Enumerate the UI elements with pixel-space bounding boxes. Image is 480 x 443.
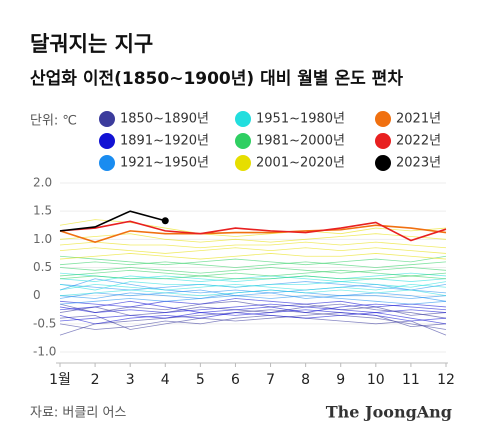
series-line bbox=[59, 295, 447, 305]
series-line bbox=[59, 275, 447, 280]
series-line bbox=[59, 241, 447, 249]
series-line bbox=[59, 312, 447, 325]
unit-label: 단위: ℃ bbox=[30, 114, 77, 129]
series-line bbox=[59, 300, 447, 313]
x-tick-label: 12 bbox=[437, 372, 455, 388]
end-marker bbox=[161, 217, 169, 225]
series-line bbox=[59, 303, 447, 319]
series-line bbox=[59, 220, 447, 242]
y-tick-label: 1.0 bbox=[33, 232, 52, 246]
legend-label: 2021년 bbox=[396, 112, 441, 127]
series-line bbox=[59, 289, 447, 299]
series-line bbox=[59, 303, 447, 313]
legend-label: 2022년 bbox=[396, 134, 441, 149]
legend-swatch bbox=[99, 133, 115, 149]
chart-title: 달궈지는 지구 bbox=[30, 32, 153, 56]
series-line bbox=[59, 269, 447, 277]
legend-swatch bbox=[99, 155, 115, 171]
x-tick-label: 3 bbox=[126, 372, 135, 388]
y-tick-label: 2.0 bbox=[33, 176, 52, 190]
legend-swatch bbox=[375, 111, 391, 127]
legend-label: 2001~2020년 bbox=[256, 156, 345, 171]
series-line bbox=[59, 210, 166, 232]
series-line bbox=[59, 281, 447, 291]
brand: The JoongAng bbox=[326, 403, 452, 422]
legend-swatch bbox=[375, 155, 391, 171]
series-line bbox=[59, 298, 447, 308]
y-tick-label: 0 bbox=[33, 288, 41, 302]
x-tick-label: 2 bbox=[91, 372, 100, 388]
legend-swatch bbox=[99, 111, 115, 127]
series-line bbox=[59, 300, 447, 316]
legend-swatch bbox=[235, 111, 251, 127]
y-tick-label: -0.5 bbox=[33, 316, 56, 330]
chart-subtitle: 산업화 이전(1850~1900년) 대비 월별 온도 편차 bbox=[30, 69, 403, 89]
x-tick-label: 4 bbox=[161, 372, 170, 388]
x-tick-label: 11 bbox=[402, 372, 420, 388]
x-tick-label: 10 bbox=[367, 372, 385, 388]
series-line bbox=[59, 312, 447, 330]
series-line bbox=[59, 255, 447, 266]
series-line bbox=[59, 275, 447, 282]
series-line bbox=[59, 253, 447, 260]
y-tick-label: -1.0 bbox=[33, 345, 56, 359]
legend-label: 1921~1950년 bbox=[120, 156, 209, 171]
x-tick-label: 5 bbox=[196, 372, 205, 388]
x-tick-label: 6 bbox=[231, 372, 240, 388]
legend-swatch bbox=[375, 133, 391, 149]
series-line bbox=[59, 247, 447, 254]
x-tick-label: 8 bbox=[301, 372, 310, 388]
source: 자료: 버클리 어스 bbox=[30, 406, 126, 421]
x-tick-label: 1월 bbox=[49, 372, 71, 388]
legend-label: 2023년 bbox=[396, 156, 441, 171]
series-line bbox=[59, 309, 447, 336]
series-line bbox=[59, 261, 447, 268]
series-line bbox=[59, 267, 447, 274]
series-line bbox=[59, 289, 447, 297]
legend-label: 1891~1920년 bbox=[120, 134, 209, 149]
x-tick-label: 9 bbox=[336, 372, 345, 388]
y-tick-label: 1.5 bbox=[33, 204, 52, 218]
y-tick-label: 0.5 bbox=[33, 260, 52, 274]
x-tick-label: 7 bbox=[266, 372, 275, 388]
legend-label: 1850~1890년 bbox=[120, 112, 209, 127]
series-line bbox=[59, 314, 447, 336]
legend-swatch bbox=[235, 133, 251, 149]
legend-label: 1981~2000년 bbox=[256, 134, 345, 149]
legend-swatch bbox=[235, 155, 251, 171]
series-line bbox=[59, 233, 447, 243]
legend-label: 1951~1980년 bbox=[256, 112, 345, 127]
